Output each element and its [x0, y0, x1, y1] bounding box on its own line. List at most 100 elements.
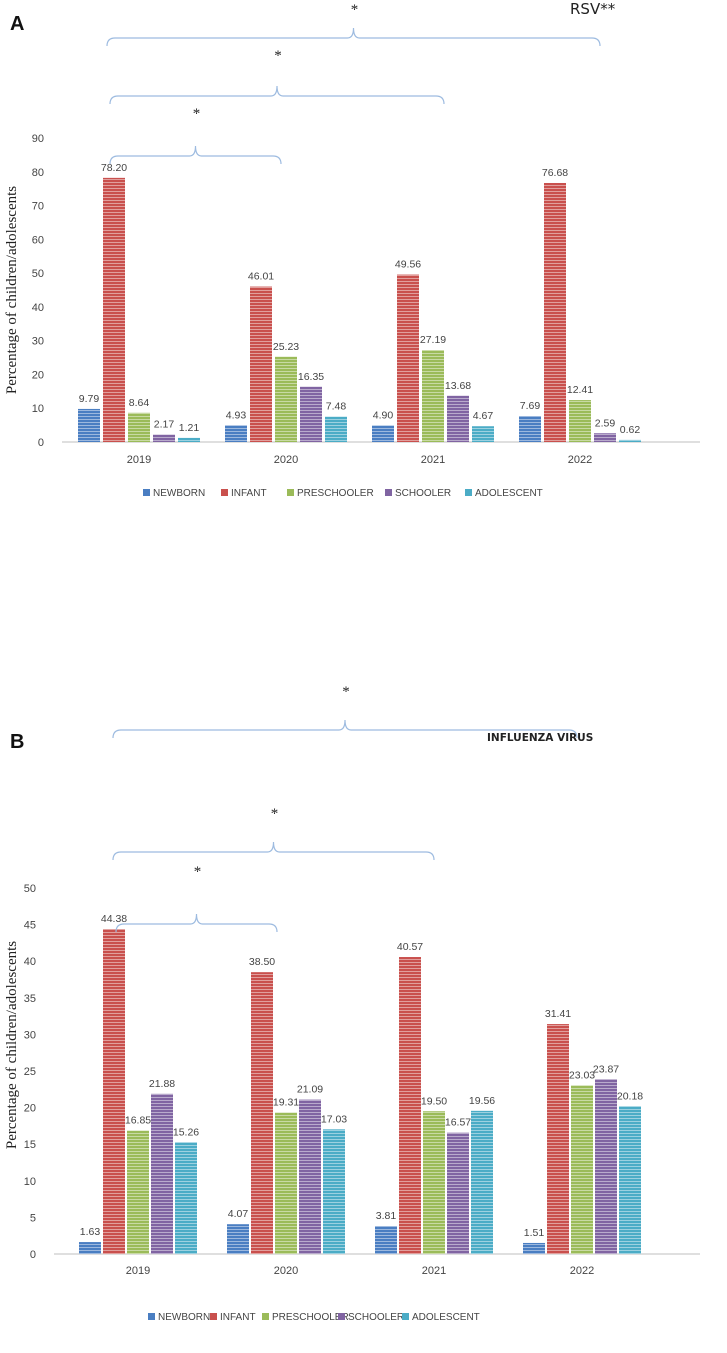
- x-tick-label: 2020: [274, 1265, 298, 1277]
- bar-stripe: [447, 1132, 469, 1254]
- bar-stripe: [594, 433, 616, 442]
- data-label: 49.56: [395, 259, 421, 271]
- data-label: 23.87: [593, 1063, 619, 1075]
- y-tick-label: 35: [24, 993, 36, 1005]
- data-label: 19.56: [469, 1095, 495, 1107]
- data-label: 78.20: [101, 162, 127, 174]
- bar-stripe: [300, 386, 322, 442]
- legend-swatch-newborn: [143, 489, 150, 496]
- significance-star: *: [274, 48, 282, 64]
- bar-stripe: [275, 356, 297, 442]
- y-tick-label: 15: [24, 1139, 36, 1151]
- data-label: 4.90: [373, 409, 394, 421]
- data-label: 4.93: [226, 409, 247, 421]
- chart-title: RSV**: [570, 0, 616, 18]
- panel-a-rsv-chart: A RSV** Percentage of children/adolescents…: [4, 0, 700, 499]
- bar-stripe: [372, 425, 394, 442]
- legend-label: ADOLESCENT: [412, 1312, 480, 1323]
- legend-label: NEWBORN: [158, 1312, 210, 1323]
- bar-stripe: [225, 425, 247, 442]
- bar-stripe: [447, 395, 469, 442]
- bar-stripe: [323, 1129, 345, 1254]
- significance-star: *: [342, 684, 350, 700]
- y-tick-label: 70: [32, 201, 44, 213]
- data-label: 0.62: [620, 424, 641, 436]
- legend-label: PRESCHOOLER: [297, 488, 374, 499]
- x-tick-label: 2019: [127, 454, 151, 466]
- data-label: 19.50: [421, 1095, 447, 1107]
- data-label: 76.68: [542, 167, 568, 179]
- y-tick-label: 20: [24, 1103, 36, 1115]
- x-tick-label: 2022: [568, 454, 592, 466]
- data-label: 44.38: [101, 913, 127, 925]
- legend-label: ADOLESCENT: [475, 488, 543, 499]
- y-axis-label: Percentage of children/adolescents: [4, 186, 20, 394]
- legend-swatch-schooler: [385, 489, 392, 496]
- y-axis-label: Percentage of children/adolescents: [4, 941, 20, 1149]
- bar-stripe: [619, 439, 641, 442]
- data-label: 8.64: [129, 397, 150, 409]
- data-label: 17.03: [321, 1113, 347, 1125]
- significance-bracket: [106, 27, 601, 47]
- legend-swatch-adolescent: [402, 1313, 409, 1320]
- bar-stripe: [127, 1130, 149, 1254]
- data-label: 15.26: [173, 1126, 199, 1138]
- chart-title: INFLUENZA VIRUS: [487, 732, 593, 744]
- x-tick-label: 2019: [126, 1265, 150, 1277]
- data-label: 16.57: [445, 1117, 471, 1129]
- significance-bracket: [115, 913, 278, 933]
- legend-swatch-adolescent: [465, 489, 472, 496]
- data-label: 21.88: [149, 1078, 175, 1090]
- bar-stripe: [153, 434, 175, 442]
- y-tick-label: 5: [30, 1212, 36, 1224]
- data-label: 31.41: [545, 1008, 571, 1020]
- bar-stripe: [151, 1093, 173, 1254]
- y-tick-label: 50: [32, 268, 44, 280]
- data-label: 40.57: [397, 941, 423, 953]
- bar-stripe: [251, 972, 273, 1254]
- bar-stripe: [471, 1110, 493, 1254]
- bar-stripe: [175, 1142, 197, 1254]
- bar-stripe: [571, 1085, 593, 1254]
- y-tick-label: 30: [32, 336, 44, 348]
- bar-stripe: [227, 1224, 249, 1254]
- data-label: 9.79: [79, 393, 100, 405]
- x-tick-label: 2021: [421, 454, 445, 466]
- legend-label: INFANT: [220, 1312, 256, 1323]
- data-label: 19.31: [273, 1097, 299, 1109]
- data-label: 46.01: [248, 271, 274, 283]
- legend-label: SCHOOLER: [395, 488, 451, 499]
- data-label: 7.69: [520, 400, 541, 412]
- legend-label: PRESCHOOLER: [272, 1312, 349, 1323]
- bar-stripe: [275, 1112, 297, 1254]
- data-label: 4.07: [228, 1208, 249, 1220]
- legend-label: NEWBORN: [153, 488, 205, 499]
- bar-stripe: [519, 416, 541, 442]
- data-label: 2.59: [595, 417, 616, 429]
- y-tick-label: 0: [38, 437, 44, 449]
- data-label: 1.21: [179, 422, 200, 434]
- bar-stripe: [399, 957, 421, 1254]
- legend-swatch-infant: [221, 489, 228, 496]
- significance-bracket: [109, 85, 445, 105]
- bar-stripe: [375, 1226, 397, 1254]
- y-tick-label: 25: [24, 1066, 36, 1078]
- data-label: 27.19: [420, 334, 446, 346]
- legend-label: SCHOOLER: [348, 1312, 404, 1323]
- y-tick-label: 10: [24, 1176, 36, 1188]
- bar-stripe: [103, 177, 125, 442]
- significance-star: *: [193, 106, 201, 122]
- data-label: 13.68: [445, 380, 471, 392]
- bar-stripe: [472, 426, 494, 442]
- bar-stripe: [250, 286, 272, 442]
- y-tick-label: 40: [24, 956, 36, 968]
- bar-stripe: [569, 400, 591, 442]
- data-label: 23.03: [569, 1069, 595, 1081]
- bar-stripe: [423, 1111, 445, 1254]
- bar-stripe: [79, 1242, 101, 1254]
- legend-label: INFANT: [231, 488, 267, 499]
- y-tick-label: 20: [32, 369, 44, 381]
- bar-stripe: [325, 416, 347, 442]
- x-tick-label: 2021: [422, 1265, 446, 1277]
- data-label: 20.18: [617, 1090, 643, 1102]
